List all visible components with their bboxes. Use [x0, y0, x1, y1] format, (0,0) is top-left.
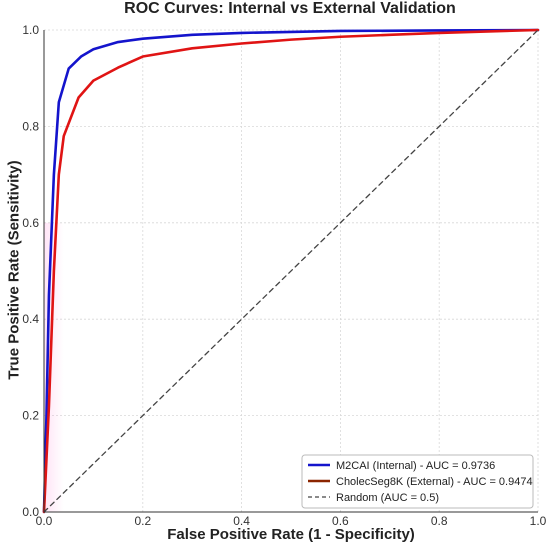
y-tick-label: 0.2: [22, 409, 39, 423]
x-axis-label: False Positive Rate (1 - Specificity): [167, 526, 415, 543]
legend-box: [301, 454, 534, 509]
y-tick-label: 0.6: [22, 216, 39, 230]
x-tick-label: 0.2: [134, 514, 151, 528]
y-tick-label: 0.4: [22, 312, 39, 326]
legend-label-m2cai: M2CAI (Internal) - AUC = 0.9736: [336, 460, 495, 472]
y-tick-label: 0.8: [22, 119, 39, 133]
series-line-0: [42, 28, 540, 514]
y-tick-label: 1.0: [22, 23, 39, 37]
x-tick-label: 0.4: [233, 514, 250, 528]
tick-labels: 0.0 0.2 0.4 0.6 0.8 1.0 0.0 0.2 0.4 0.6 0.8 1.0: [22, 23, 546, 528]
legend: M2CAI (Internal) - AUC = 0.9736 CholecSe…: [301, 454, 534, 509]
axes: [43, 30, 538, 513]
x-tick-label: 0.0: [36, 514, 53, 528]
x-tick-label: 0.8: [431, 514, 448, 528]
chart-title: ROC Curves: Internal vs External Validat…: [124, 0, 456, 17]
x-tick-label: 0.6: [332, 514, 349, 528]
legend-label-random: Random (AUC = 0.5): [336, 492, 439, 504]
series-lines: [42, 28, 540, 514]
series-line-1: [42, 28, 540, 514]
legend-label-cholecseg8k: CholecSeg8K (External) - AUC = 0.9474: [336, 476, 533, 488]
y-axis-label: True Positive Rate (Sensitivity): [5, 160, 23, 380]
x-tick-label: 1.0: [530, 514, 547, 528]
series-line-2: [43, 29, 539, 513]
y-tick-label: 0.0: [22, 505, 39, 519]
